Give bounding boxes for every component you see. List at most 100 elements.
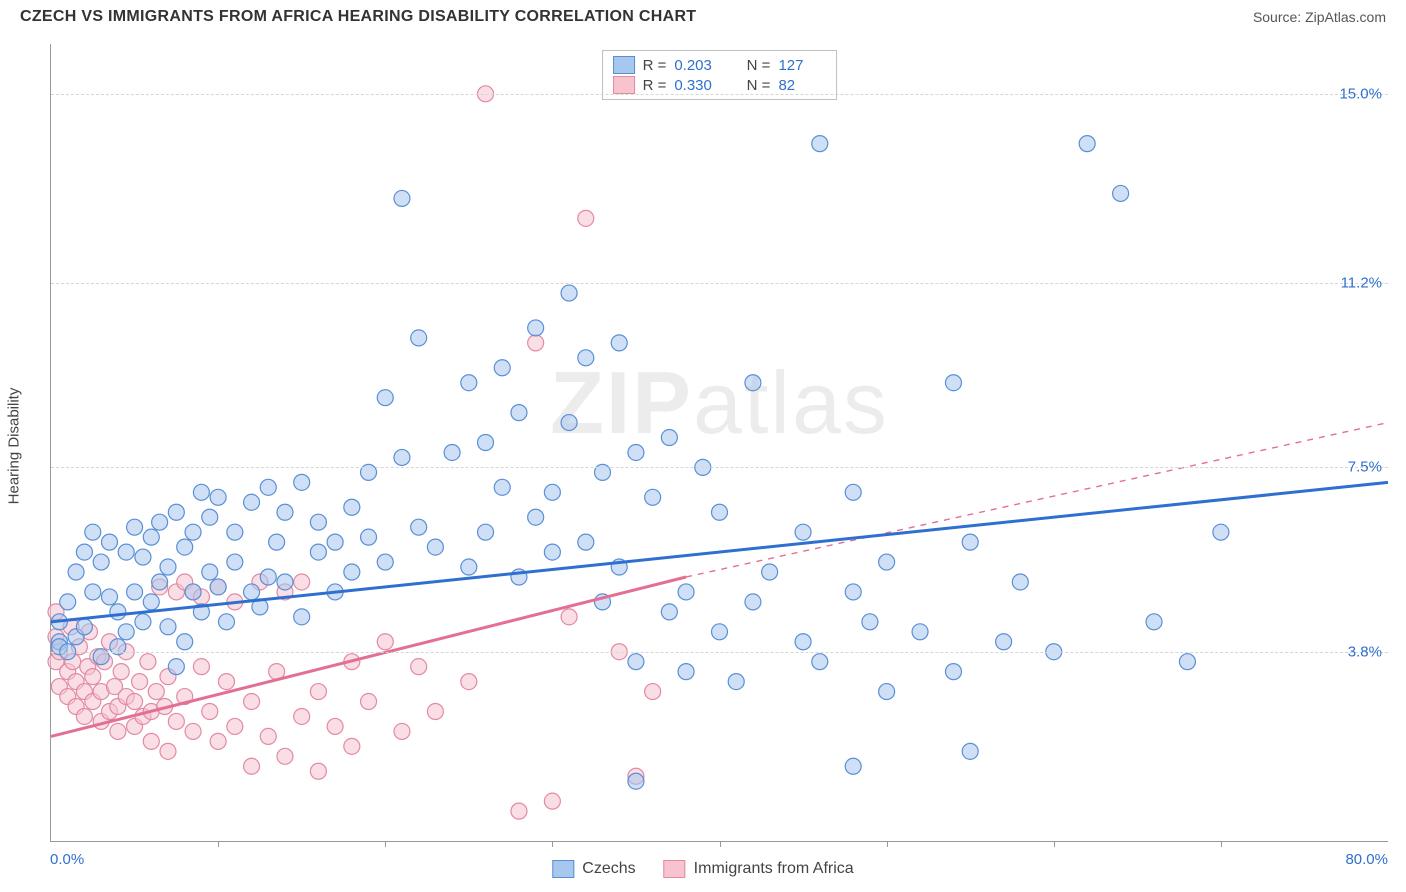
y-tick-label: 7.5%	[1348, 459, 1382, 476]
scatter-point	[394, 723, 410, 739]
scatter-point	[85, 669, 101, 685]
scatter-point	[1113, 185, 1129, 201]
legend-n-label: N =	[747, 77, 771, 94]
scatter-point	[143, 733, 159, 749]
scatter-point	[812, 654, 828, 670]
y-tick-label: 11.2%	[1341, 275, 1382, 292]
scatter-point	[152, 574, 168, 590]
scatter-point	[101, 534, 117, 550]
scatter-point	[152, 514, 168, 530]
scatter-point	[745, 594, 761, 610]
scatter-point	[712, 624, 728, 640]
scatter-point	[528, 320, 544, 336]
scatter-point	[127, 584, 143, 600]
scatter-point	[202, 703, 218, 719]
scatter-point	[461, 674, 477, 690]
grid-line	[51, 652, 1388, 653]
scatter-point	[578, 534, 594, 550]
scatter-point	[185, 584, 201, 600]
legend-n-value: 82	[778, 77, 826, 94]
scatter-point	[135, 549, 151, 565]
scatter-point	[411, 519, 427, 535]
scatter-point	[444, 444, 460, 460]
scatter-point	[210, 579, 226, 595]
y-tick-label: 15.0%	[1339, 85, 1382, 102]
scatter-point	[427, 703, 443, 719]
scatter-point	[140, 654, 156, 670]
legend-r-label: R =	[643, 77, 667, 94]
scatter-point	[143, 529, 159, 545]
legend-stat-row: R =0.203 N =127	[613, 55, 827, 75]
scatter-point	[645, 489, 661, 505]
scatter-point	[101, 589, 117, 605]
scatter-point	[202, 509, 218, 525]
scatter-point	[561, 415, 577, 431]
scatter-point	[277, 574, 293, 590]
scatter-point	[845, 584, 861, 600]
legend-correlation-box: R =0.203 N =127R =0.330 N = 82	[602, 50, 838, 100]
scatter-point	[85, 584, 101, 600]
scatter-point	[528, 509, 544, 525]
scatter-point	[327, 718, 343, 734]
scatter-point	[218, 674, 234, 690]
x-tick	[1054, 841, 1055, 847]
scatter-point	[344, 499, 360, 515]
scatter-point	[879, 684, 895, 700]
grid-line	[51, 283, 1388, 284]
scatter-point	[193, 484, 209, 500]
grid-line	[51, 467, 1388, 468]
scatter-point	[812, 136, 828, 152]
x-axis-min-label: 0.0%	[50, 851, 84, 868]
scatter-point	[628, 654, 644, 670]
scatter-point	[160, 559, 176, 575]
scatter-point	[511, 405, 527, 421]
scatter-point	[244, 494, 260, 510]
scatter-point	[76, 708, 92, 724]
legend-series-label: Immigrants from Africa	[694, 860, 854, 878]
grid-line	[51, 94, 1388, 95]
scatter-point	[962, 743, 978, 759]
scatter-point	[945, 375, 961, 391]
scatter-point	[110, 604, 126, 620]
scatter-point	[327, 534, 343, 550]
scatter-point	[628, 773, 644, 789]
y-tick-label: 3.8%	[1348, 643, 1382, 660]
x-tick	[720, 841, 721, 847]
scatter-point	[294, 708, 310, 724]
legend-r-label: R =	[643, 57, 667, 74]
scatter-point	[845, 484, 861, 500]
scatter-point	[76, 544, 92, 560]
scatter-point	[1012, 574, 1028, 590]
scatter-point	[85, 524, 101, 540]
legend-stat-row: R =0.330 N = 82	[613, 75, 827, 95]
legend-swatch	[664, 860, 686, 878]
scatter-point	[611, 335, 627, 351]
scatter-point	[411, 330, 427, 346]
scatter-point	[377, 390, 393, 406]
scatter-point	[645, 684, 661, 700]
legend-swatch	[613, 56, 635, 74]
scatter-point	[478, 524, 494, 540]
scatter-point	[996, 634, 1012, 650]
scatter-point	[661, 430, 677, 446]
scatter-point	[528, 335, 544, 351]
scatter-point	[862, 614, 878, 630]
scatter-point	[1079, 136, 1095, 152]
scatter-point	[945, 664, 961, 680]
scatter-point	[1179, 654, 1195, 670]
scatter-point	[795, 634, 811, 650]
scatter-point	[168, 659, 184, 675]
scatter-point	[544, 544, 560, 560]
scatter-point	[143, 594, 159, 610]
scatter-point	[127, 519, 143, 535]
scatter-point	[394, 449, 410, 465]
scatter-point	[795, 524, 811, 540]
scatter-point	[193, 659, 209, 675]
scatter-point	[244, 694, 260, 710]
plot-area: ZIPatlas R =0.203 N =127R =0.330 N = 82 …	[50, 44, 1388, 842]
legend-swatch	[613, 76, 635, 94]
scatter-point	[962, 534, 978, 550]
scatter-point	[244, 584, 260, 600]
scatter-point	[461, 559, 477, 575]
scatter-point	[361, 529, 377, 545]
